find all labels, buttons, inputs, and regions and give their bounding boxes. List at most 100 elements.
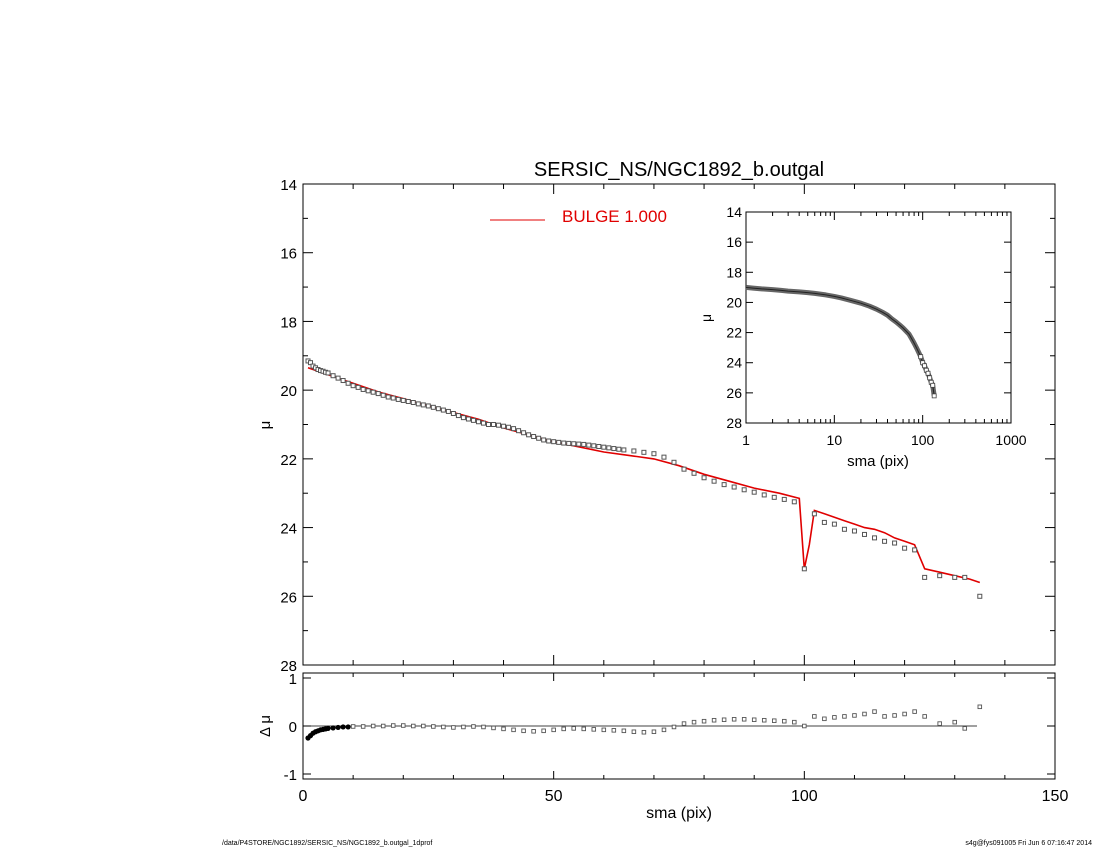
residual-point (631, 729, 637, 735)
data-point (375, 391, 381, 397)
main-y-tick-label: 20 (280, 383, 297, 400)
residual-x-tick-label: 50 (545, 788, 563, 805)
data-point (531, 434, 537, 440)
data-point (511, 426, 517, 432)
residual-y-axis: -1 0 1 (284, 671, 1055, 784)
residual-point (380, 723, 386, 729)
data-point (350, 383, 356, 389)
residual-point (852, 713, 857, 718)
data-point (330, 373, 336, 379)
data-point (345, 380, 351, 386)
residual-point (591, 727, 597, 732)
main-y-tick-label: 28 (280, 658, 297, 675)
main-y-tick-label: 14 (280, 177, 297, 194)
data-point (831, 521, 837, 527)
data-point (308, 360, 314, 366)
data-point (536, 435, 542, 441)
inset-x-axis: 1 10 100 1000 (742, 212, 1027, 448)
residual-y-tick-label: 1 (289, 671, 297, 688)
data-point (566, 440, 572, 446)
data-point (335, 375, 341, 381)
data-point (711, 478, 717, 484)
residual-point (872, 709, 877, 714)
residual-point (401, 723, 406, 728)
data-point (701, 475, 707, 481)
data-point (445, 408, 451, 414)
data-point (325, 370, 331, 376)
inset-point (931, 393, 937, 399)
data-point (661, 454, 667, 460)
data-point (861, 531, 867, 537)
inset-y-label: μ (698, 314, 714, 322)
residual-point (741, 717, 747, 722)
residual-point (822, 716, 827, 722)
residual-point (962, 726, 968, 731)
main-y-label: μ (257, 421, 274, 430)
residual-point (952, 719, 957, 725)
residual-x-tick-label: 0 (299, 788, 308, 805)
residual-point (772, 718, 777, 723)
inset-y-tick-label: 24 (726, 355, 742, 371)
residual-point (782, 718, 787, 724)
residual-point (350, 724, 356, 729)
main-y-tick-label: 18 (280, 314, 297, 331)
data-point (576, 441, 582, 447)
residual-point (581, 726, 586, 732)
residual-point (481, 724, 486, 730)
data-point (496, 422, 502, 428)
data-point (771, 494, 777, 500)
data-point (475, 419, 481, 425)
data-point (912, 547, 918, 553)
residual-point (812, 714, 817, 719)
inset-x-tick-label: 1000 (995, 432, 1026, 448)
data-point (841, 526, 847, 532)
residual-point (511, 727, 516, 733)
residual-point (721, 717, 727, 723)
residual-point (751, 717, 757, 723)
residual-point (912, 709, 917, 714)
residual-point (842, 714, 847, 719)
data-point (811, 511, 817, 517)
inset-x-tick-label: 100 (911, 432, 935, 448)
main-y-tick-label: 24 (280, 521, 297, 538)
residual-point (601, 727, 607, 733)
data-series (305, 358, 983, 599)
data-point (435, 406, 441, 412)
data-point (591, 443, 597, 449)
inset-point (918, 354, 924, 360)
residual-point (902, 711, 907, 717)
inset-x-tick-label: 10 (827, 432, 843, 448)
data-point (516, 428, 522, 434)
inset-point (927, 375, 933, 381)
data-point (606, 445, 612, 451)
data-point (962, 574, 968, 580)
chart-title: SERSIC_NS/NGC1892_b.outgal (534, 159, 824, 181)
inset-series (745, 284, 937, 399)
residual-point (571, 726, 576, 731)
data-point (365, 388, 371, 394)
residual-y-label: Δ μ (257, 715, 274, 737)
residual-point (325, 725, 331, 732)
main-y-tick-label: 26 (280, 589, 297, 606)
residual-point (731, 717, 737, 722)
data-point (355, 384, 361, 390)
data-point (751, 489, 757, 495)
data-point (937, 573, 943, 579)
data-point (882, 538, 888, 544)
data-point (405, 398, 411, 404)
data-point (390, 395, 396, 401)
residual-point (892, 713, 897, 718)
residual-point (641, 729, 647, 735)
residual-x-tick-label: 150 (1042, 788, 1069, 805)
inset-point (930, 382, 936, 388)
residual-point (471, 724, 476, 729)
residual-point (621, 728, 627, 734)
inset-y-tick-label: 18 (726, 264, 742, 280)
residual-point (461, 724, 466, 730)
data-point (611, 446, 617, 452)
data-point (556, 439, 562, 445)
residual-point (862, 711, 867, 717)
residual-point (551, 727, 556, 733)
residual-point (360, 724, 366, 729)
